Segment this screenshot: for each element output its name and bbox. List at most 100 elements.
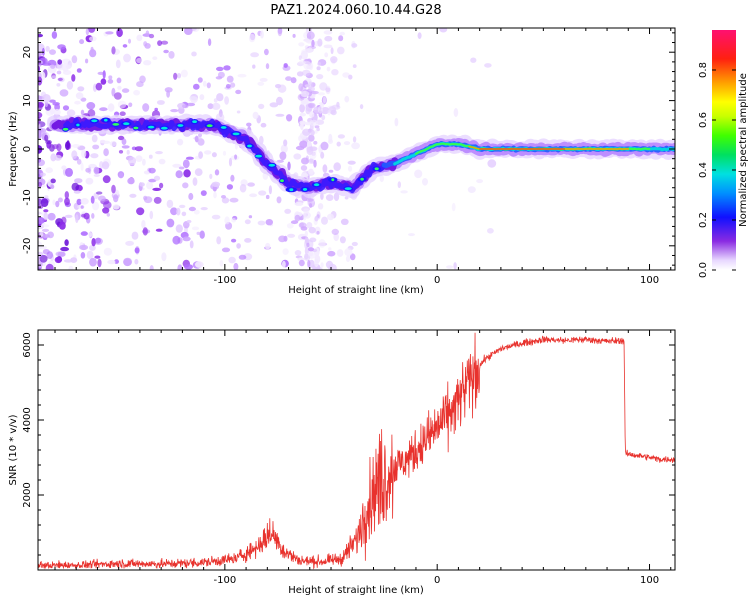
noise-blob xyxy=(189,240,194,249)
noise-blob xyxy=(317,38,323,47)
noise-blob xyxy=(148,167,156,174)
noise-blob xyxy=(116,28,123,38)
x-tick-label: 100 xyxy=(640,275,659,286)
noise-blob xyxy=(83,212,90,220)
noise-blob xyxy=(333,192,340,202)
noise-blob xyxy=(166,218,175,228)
noise-blob xyxy=(248,33,256,43)
noise-blob xyxy=(173,72,178,80)
noise-blob xyxy=(257,81,265,86)
noise-blob xyxy=(156,100,165,105)
colorbar-tick-label: 0.6 xyxy=(698,112,709,128)
snr-y-axis-label: SNR (10 * v/v) xyxy=(8,414,19,485)
noise-blob xyxy=(284,208,292,214)
noise-blob xyxy=(316,267,323,270)
noise-blob xyxy=(96,191,103,195)
noise-blob xyxy=(197,77,203,83)
noise-blob xyxy=(64,197,70,206)
noise-blob xyxy=(309,203,313,208)
noise-blob xyxy=(114,92,122,100)
noise-blob xyxy=(235,89,242,95)
noise-blob xyxy=(57,59,63,65)
noise-blob xyxy=(176,73,182,79)
noise-blob xyxy=(348,165,353,172)
noise-blob xyxy=(292,33,296,38)
noise-blob xyxy=(339,236,346,244)
noise-blob xyxy=(294,250,302,256)
noise-blob xyxy=(309,111,315,118)
noise-blob xyxy=(168,51,175,59)
noise-blob xyxy=(318,92,325,96)
noise-blob xyxy=(342,72,350,78)
noise-blob xyxy=(294,214,301,222)
noise-blob xyxy=(93,166,100,175)
noise-blob xyxy=(128,102,133,108)
noise-blob xyxy=(61,216,67,225)
noise-blob xyxy=(86,250,94,260)
noise-blob xyxy=(237,73,247,78)
noise-blob xyxy=(287,233,296,238)
noise-blob xyxy=(345,255,351,262)
noise-blob xyxy=(123,257,133,266)
noise-blob xyxy=(80,231,88,236)
noise-blob xyxy=(394,117,399,127)
ridge-core-highlight xyxy=(104,118,108,122)
ridge-core-highlight xyxy=(331,178,335,182)
noise-blob xyxy=(296,71,304,77)
noise-blob xyxy=(304,253,309,260)
noise-blob xyxy=(144,43,151,49)
noise-blob xyxy=(337,134,345,139)
noise-blob xyxy=(148,154,153,159)
noise-blob xyxy=(320,102,325,109)
noise-blob xyxy=(307,141,312,148)
noise-blob xyxy=(408,233,415,237)
noise-blob xyxy=(92,201,100,211)
noise-blob xyxy=(80,252,86,259)
noise-blob xyxy=(56,83,61,87)
noise-blob xyxy=(191,226,200,231)
noise-blob xyxy=(71,74,76,82)
noise-blob xyxy=(111,46,116,55)
ridge-core-highlight xyxy=(232,132,240,136)
noise-blob xyxy=(136,57,143,64)
noise-blob xyxy=(97,258,102,268)
noise-blob xyxy=(46,251,54,259)
noise-blob xyxy=(166,90,171,98)
noise-blob xyxy=(88,28,96,33)
ridge-core-highlight xyxy=(344,187,352,191)
noise-blob xyxy=(309,119,318,127)
noise-blob xyxy=(170,109,179,113)
noise-blob xyxy=(91,134,98,143)
noise-blob xyxy=(202,80,207,87)
noise-blob xyxy=(184,264,193,270)
noise-blob xyxy=(81,149,87,158)
noise-blob xyxy=(323,30,333,35)
noise-blob xyxy=(47,212,56,221)
noise-blob xyxy=(154,107,158,111)
noise-blob xyxy=(44,101,49,108)
noise-blob xyxy=(79,39,85,45)
noise-blob xyxy=(250,52,259,58)
noise-blob xyxy=(182,104,189,109)
noise-blob xyxy=(199,94,205,101)
noise-blob xyxy=(71,55,78,64)
noise-blob xyxy=(85,167,91,173)
noise-blob xyxy=(265,63,270,70)
noise-blob xyxy=(234,154,238,160)
noise-blob xyxy=(300,165,308,171)
ridge-core-highlight xyxy=(255,154,262,158)
noise-blob xyxy=(298,55,302,60)
noise-blob xyxy=(397,181,401,189)
ridge-core-highlight xyxy=(268,163,276,167)
noise-blob xyxy=(313,159,317,168)
noise-blob xyxy=(106,212,111,217)
noise-blob xyxy=(100,78,107,85)
noise-blob xyxy=(111,184,116,194)
noise-blob xyxy=(304,84,310,88)
noise-blob xyxy=(286,223,294,229)
noise-blob xyxy=(141,219,146,229)
noise-blob xyxy=(247,182,255,187)
noise-blob xyxy=(300,122,304,131)
